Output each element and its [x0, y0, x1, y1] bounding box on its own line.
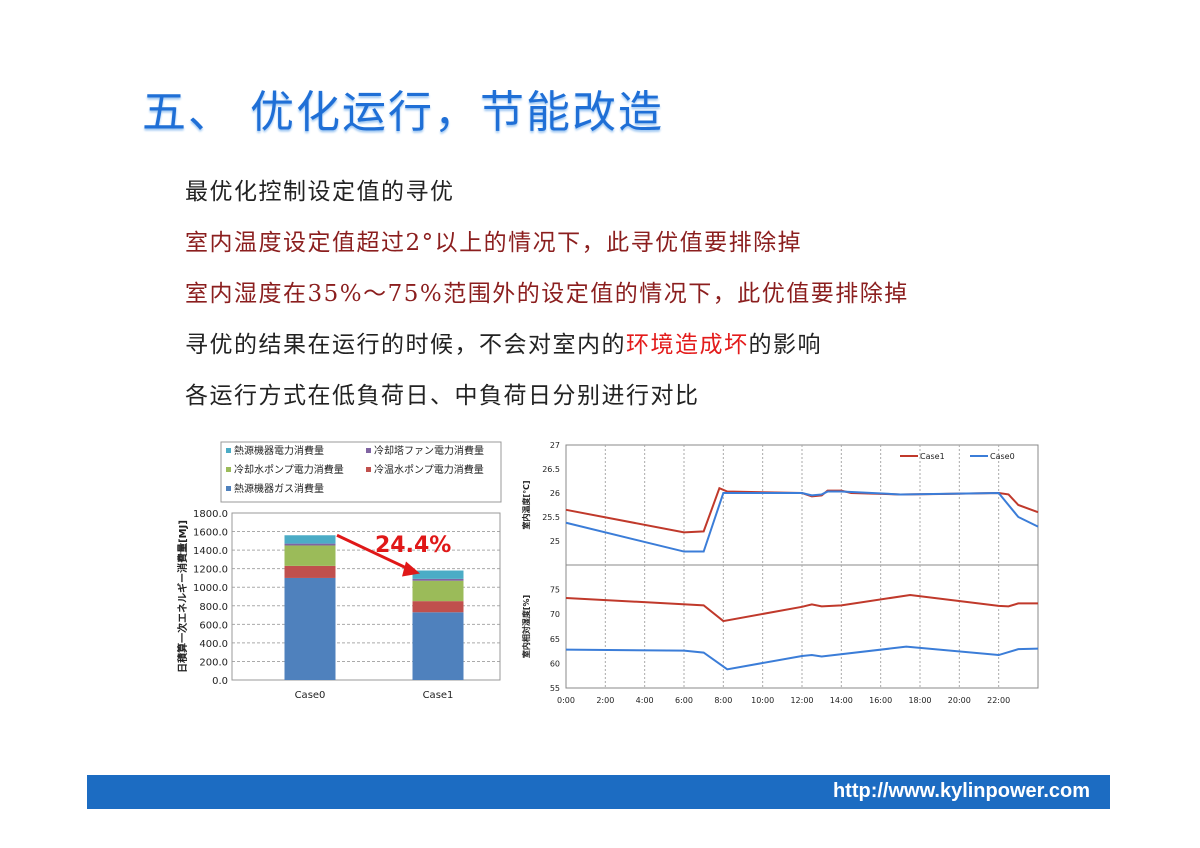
x-tick-label: 6:00	[675, 696, 693, 705]
y-tick-label: 55	[550, 684, 560, 693]
legend-label: 熱源機器ガス消費量	[234, 482, 324, 495]
y-tick-label: 26	[550, 489, 560, 498]
temp-humidity-line-chart: 25 25.5 26 26.5 27 室内温度[℃] 55 60 65 70 75 室内相対湿度[%]…	[521, 441, 1039, 705]
y-axis-title: 室内温度[℃]	[521, 481, 531, 530]
legend-label: 冷温水ポンプ電力消費量	[374, 463, 484, 476]
x-tick-label: 22:00	[987, 696, 1010, 705]
y-tick-label: 400.0	[199, 639, 228, 650]
y-tick-label: 800.0	[199, 602, 228, 613]
legend-label: 冷却塔ファン電力消費量	[374, 444, 484, 457]
y-tick-label: 25	[550, 537, 560, 546]
x-tick-label: 10:00	[751, 696, 774, 705]
bullet-4-post: 的影响	[748, 332, 822, 358]
legend-box	[220, 441, 502, 503]
legend-label: 熱源機器電力消費量	[234, 444, 324, 457]
x-tick-label: 2:00	[596, 696, 614, 705]
y-tick-label: 1600.0	[193, 528, 228, 539]
bullet-4-highlight: 环境造成坏	[626, 332, 749, 358]
legend-swatch	[366, 467, 371, 472]
y-axis-title: 室内相対湿度[%]	[521, 595, 531, 658]
bar-segment	[284, 577, 336, 680]
legend-swatch	[226, 448, 231, 453]
y-tick-label: 1000.0	[193, 583, 228, 594]
bar-segment	[412, 570, 464, 579]
bar-segment	[412, 578, 464, 581]
y-tick-label: 0.0	[212, 676, 228, 687]
footer-bar: http://www.kylinpower.com	[87, 775, 1110, 809]
series-line-case1	[565, 594, 1038, 623]
x-tick-label: 4:00	[636, 696, 654, 705]
series-line-case0	[565, 490, 1039, 553]
y-tick-label: 1400.0	[193, 546, 228, 557]
slide-title: 五、 优化运行，节能改造	[142, 87, 664, 138]
bullet-3: 室内湿度在35%～75%范围外的设定值的情况下，此优值要排除掉	[185, 281, 909, 307]
y-tick-label: 75	[550, 586, 560, 595]
bar-segment	[412, 612, 464, 680]
y-tick-label: 60	[550, 659, 560, 668]
bullet-2: 室内温度设定值超过2°以上的情况下，此寻优值要排除掉	[185, 230, 803, 256]
x-tick-label: 8:00	[714, 696, 732, 705]
y-axis-title: 日積算一次エネルギー消費量[MJ]	[176, 520, 189, 673]
y-tick-label: 1800.0	[193, 509, 228, 520]
x-tick-label: 16:00	[869, 696, 892, 705]
x-tick-label: 12:00	[790, 696, 813, 705]
y-tick-label: 200.0	[199, 657, 228, 668]
x-tick-label: Case0	[295, 690, 326, 701]
y-tick-label: 26.5	[542, 465, 560, 474]
y-tick-label: 1200.0	[193, 565, 228, 576]
reduction-arrow	[336, 533, 417, 574]
plot-area	[231, 512, 501, 681]
y-tick-label: 25.5	[542, 513, 560, 522]
x-tick-label: 18:00	[908, 696, 931, 705]
bullet-5: 各运行方式在低負荷日、中負荷日分别进行对比	[185, 383, 700, 409]
bullet-4: 寻优的结果在运行的时候，不会对室内的环境造成坏的影响	[185, 325, 822, 359]
arrowhead-icon	[402, 561, 420, 577]
bar-segment	[412, 580, 464, 602]
x-tick-label: Case1	[423, 690, 454, 701]
x-tick-label: 20:00	[948, 696, 971, 705]
legend-label: 冷却水ポンプ電力消費量	[234, 463, 344, 476]
y-tick-label: 65	[550, 635, 560, 644]
x-tick-label: 14:00	[830, 696, 853, 705]
series-line-case0	[565, 645, 1039, 671]
footer-url: http://www.kylinpower.com	[832, 780, 1090, 802]
x-tick-label: 0:00	[557, 696, 575, 705]
y-tick-label: 600.0	[199, 620, 228, 631]
legend-label: Case0	[990, 452, 1015, 461]
bar-segment	[284, 543, 336, 546]
legend-swatch	[226, 486, 231, 491]
y-tick-label: 70	[550, 610, 560, 619]
legend-swatch	[366, 448, 371, 453]
reduction-label: 24.4%	[375, 533, 451, 558]
bar-segment	[412, 601, 464, 613]
bullet-1: 最优化控制设定值的寻优	[185, 179, 455, 205]
bar-segment	[284, 565, 336, 578]
y-tick-label: 27	[550, 441, 560, 450]
legend-label: Case1	[920, 452, 945, 461]
bullet-4-pre: 寻优的结果在运行的时候，不会对室内的	[185, 332, 626, 358]
legend-swatch	[226, 467, 231, 472]
bar-segment	[284, 535, 336, 544]
bar-segment	[284, 545, 336, 566]
